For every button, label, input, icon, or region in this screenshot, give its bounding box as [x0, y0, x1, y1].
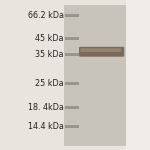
Bar	[126, 0, 150, 150]
Text: 18. 4kDa: 18. 4kDa	[28, 103, 64, 112]
Text: 45 kDa: 45 kDa	[35, 34, 64, 43]
Bar	[65, 82, 79, 85]
Bar	[65, 106, 79, 109]
Text: 25 kDa: 25 kDa	[35, 79, 64, 88]
FancyBboxPatch shape	[80, 48, 121, 52]
Bar	[65, 14, 79, 17]
Text: 66.2 kDa: 66.2 kDa	[28, 11, 64, 20]
Bar	[65, 53, 79, 56]
FancyBboxPatch shape	[79, 47, 124, 57]
Bar	[64, 4, 126, 146]
Bar	[65, 37, 79, 40]
Bar	[65, 125, 79, 128]
Text: 14.4 kDa: 14.4 kDa	[28, 122, 64, 131]
Text: 35 kDa: 35 kDa	[35, 50, 64, 59]
